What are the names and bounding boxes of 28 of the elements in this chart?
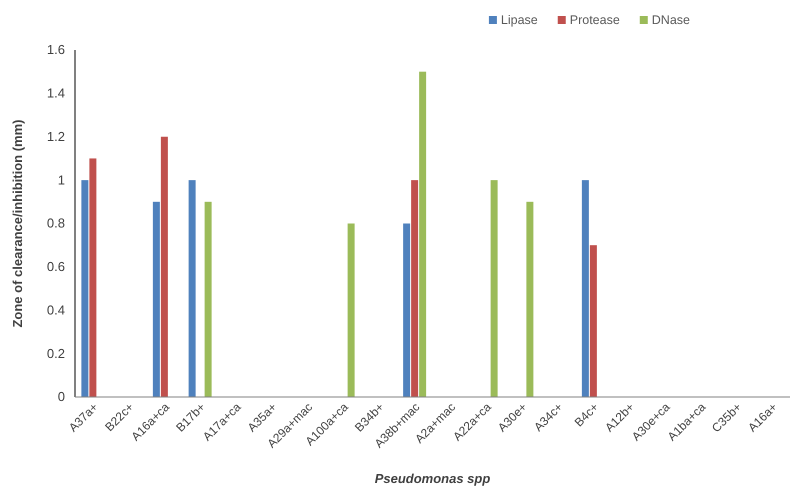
bar <box>89 158 96 397</box>
y-tick-label: 0.4 <box>46 302 65 318</box>
x-axis-title: Pseudomonas spp <box>374 471 490 486</box>
legend-label: Protease <box>570 13 620 27</box>
y-tick-label: 1.6 <box>46 42 65 58</box>
y-tick-label: 0 <box>58 389 65 404</box>
y-tick-label: 0.2 <box>46 346 65 361</box>
legend-label: Lipase <box>500 13 538 27</box>
bar <box>526 202 534 397</box>
y-axis-title: Zone of clearance/inhibition (mm) <box>10 119 25 328</box>
bar <box>81 180 88 397</box>
bar <box>490 180 498 397</box>
y-tick-label: 0.6 <box>46 259 65 274</box>
bar <box>152 202 160 397</box>
bar <box>411 180 418 397</box>
bar <box>188 180 196 397</box>
bar <box>160 136 168 397</box>
y-tick-label: 1.4 <box>46 86 65 101</box>
y-tick-label: 1 <box>58 172 65 188</box>
bar <box>403 224 410 397</box>
bar <box>582 180 589 397</box>
bar <box>348 224 355 397</box>
legend-label: DNase <box>652 13 690 27</box>
y-tick-label: 0.8 <box>46 216 65 231</box>
bar <box>204 202 212 397</box>
bar <box>419 72 426 397</box>
y-tick-label: 1.2 <box>46 128 65 144</box>
bar <box>590 245 597 397</box>
